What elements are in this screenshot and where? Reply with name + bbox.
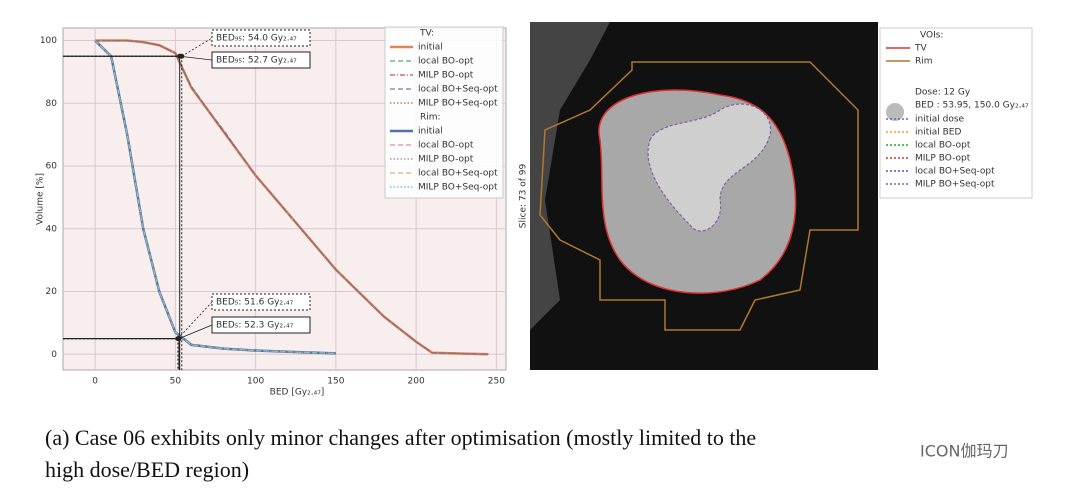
lesion (648, 104, 771, 231)
legend-label: MILP BO-opt (418, 155, 474, 165)
legend-group-title: Rim: (420, 113, 441, 123)
marker-leader (181, 37, 213, 57)
legend-label: Rim (915, 57, 933, 67)
legend-label: local BO+Seq-opt (418, 85, 498, 95)
legend-box (384, 26, 504, 199)
inner-contour (647, 103, 772, 232)
image-legend-box (879, 27, 1033, 199)
x-tick-label: 0 (92, 377, 98, 387)
legend-label: local BO-opt (418, 57, 474, 67)
marker-label: BED₉₅: 52.7 Gy₂.₄₇ (216, 56, 297, 66)
legend-label: initial (418, 43, 443, 53)
legend-swatch (886, 103, 904, 121)
legend-label: MILP BO+Seq-opt (418, 99, 498, 109)
y-tick-label: 60 (46, 162, 58, 172)
legend-label: MILP BO+Seq-opt (915, 180, 995, 190)
series-line (94, 40, 336, 354)
x-tick-label: 250 (488, 377, 505, 387)
slice-label: Slice: 73 of 99 (519, 164, 529, 229)
legend-label: local BO-opt (915, 141, 971, 151)
marker-label-box (211, 316, 311, 334)
image-legend: VOIs: TV Rim Dose: 12 Gy BED : 53.95, 150.0 … (879, 27, 1033, 199)
legend-title: BED : 53.95, 150.0 Gy₂.₄₇ (915, 101, 1029, 111)
tissue (530, 22, 610, 330)
marker-leader (179, 55, 213, 61)
y-tick-label: 40 (46, 224, 58, 234)
marker-label-box (211, 51, 311, 69)
marker-label: BED₅: 51.6 Gy₂.₄₇ (216, 298, 294, 308)
mri-image: Slice: 73 of 99 (519, 22, 878, 370)
marker-leader (177, 301, 213, 339)
legend-label: local BO+Seq-opt (418, 169, 498, 179)
legend-label: local BO+Seq-opt (915, 167, 995, 177)
legend-label: initial dose (915, 115, 965, 125)
watermark: ICON伽玛刀 (920, 442, 1008, 461)
legend-title: Dose: 12 Gy (915, 88, 971, 98)
rim-contour (539, 61, 859, 331)
caption-line: (a) Case 06 exhibits only minor changes … (45, 425, 756, 450)
x-tick-label: 50 (170, 377, 182, 387)
marker-leader (178, 324, 213, 339)
legend: TV: initial local BO-opt MILP BO-opt local B… (384, 26, 504, 199)
x-axis-label: BED [Gy₂.₄₇] (270, 388, 325, 398)
series-line (95, 39, 489, 355)
legend-title: VOIs: (920, 31, 943, 41)
y-axis-label: Volume [%] (36, 173, 46, 225)
marker-label-box (211, 293, 311, 311)
marker-label: BED₅: 52.3 Gy₂.₄₇ (216, 321, 294, 331)
legend-group-title: TV: (419, 29, 434, 39)
y-tick-label: 80 (46, 99, 58, 109)
legend-label: MILP BO+Seq-opt (418, 183, 498, 193)
marks: BED₉₅: 54.0 Gy₂.₄₇ BED₉₅: 52.7 Gy₂.₄₇ BED₅… (63, 29, 489, 370)
y-tick-label: 0 (51, 350, 57, 360)
legend-label: initial BED (915, 128, 961, 138)
tv-contour (598, 89, 797, 294)
y-tick-label: 100 (40, 36, 57, 46)
x-tick-label: 200 (408, 377, 425, 387)
marker-label: BED₉₅: 54.0 Gy₂.₄₇ (216, 34, 297, 44)
marker-label-box (211, 29, 311, 47)
y-tick-label: 20 (46, 287, 58, 297)
x-tick-label: 150 (327, 377, 344, 387)
legend-label: MILP BO-opt (418, 71, 474, 81)
legend-label: MILP BO-opt (915, 154, 971, 164)
legend-label: initial (418, 127, 443, 137)
caption-line: high dose/BED region) (45, 457, 249, 482)
x-tick-label: 100 (247, 377, 264, 387)
legend-label: TV (914, 44, 927, 54)
legend-label: local BO-opt (418, 141, 474, 151)
